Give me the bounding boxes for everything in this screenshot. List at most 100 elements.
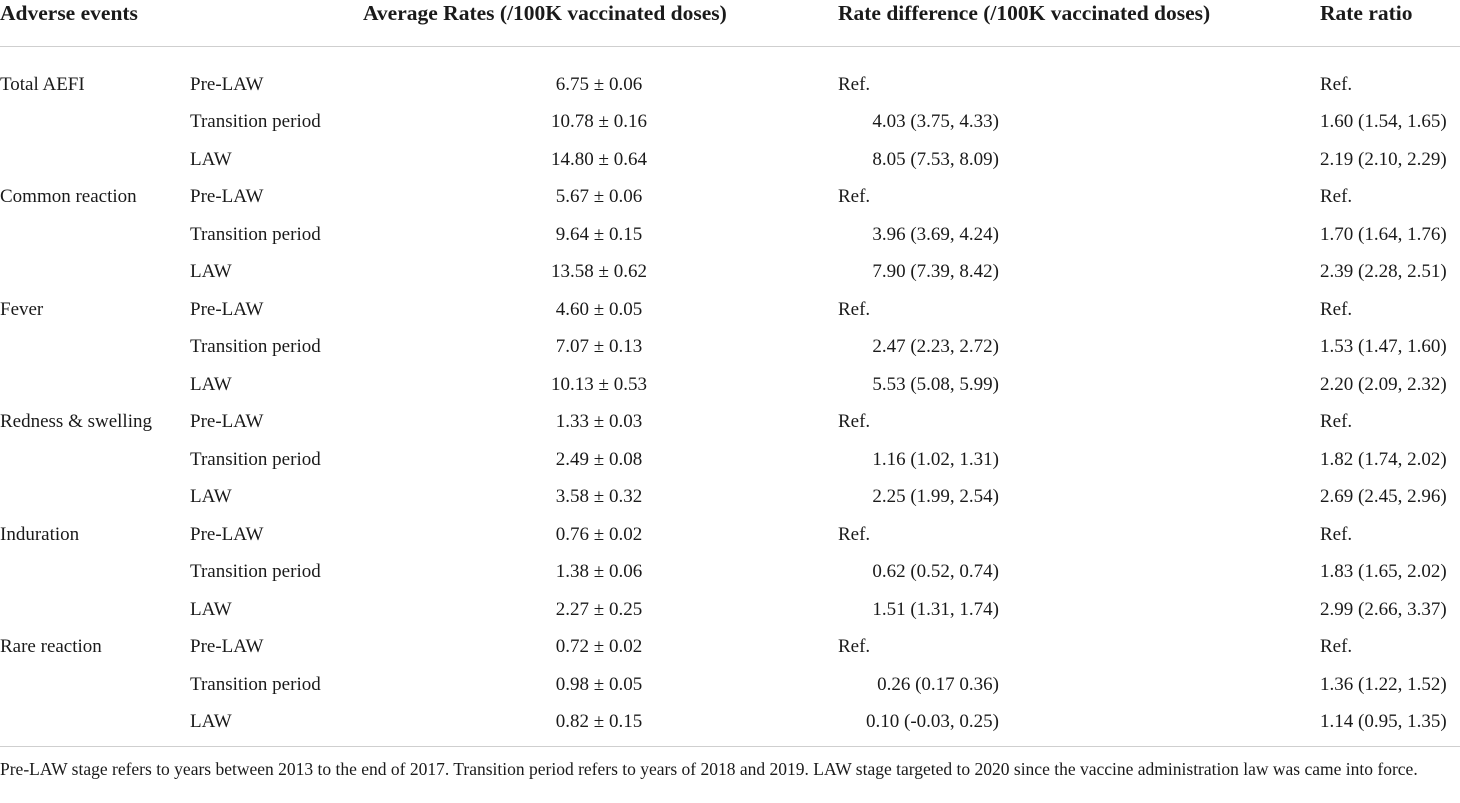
cell-stage: Pre-LAW xyxy=(190,629,360,667)
cell-average-rate-text: 2.27 ± 0.25 xyxy=(555,598,643,620)
cell-average-rate: 1.38 ± 0.06 xyxy=(360,554,838,592)
cell-rate-difference: Ref. xyxy=(838,516,1320,554)
cell-rate-ratio: Ref. xyxy=(1320,179,1460,217)
cell-rate-ratio-text: Ref. xyxy=(1320,523,1353,545)
cell-rate-ratio-text: Ref. xyxy=(1320,73,1353,95)
cell-rate-difference-text: 7.90 (7.39, 8.42) xyxy=(872,261,999,283)
cell-rate-ratio-text: 2.69 (2.45, 2.96) xyxy=(1320,486,1447,508)
cell-average-rate-text: 6.75 ± 0.06 xyxy=(555,73,643,95)
cell-rate-ratio-text: 1.83 (1.65, 2.02) xyxy=(1320,561,1447,583)
cell-average-rate: 2.27 ± 0.25 xyxy=(360,591,838,629)
cell-average-rate: 0.76 ± 0.02 xyxy=(360,516,838,554)
cell-average-rate: 0.98 ± 0.05 xyxy=(360,666,838,704)
table-row: Transition period 0.98 ± 0.05 0.26 (0.17 0… xyxy=(0,666,1460,704)
table-footnote: Pre-LAW stage refers to years between 20… xyxy=(0,759,1418,779)
cell-average-rate-text: 4.60 ± 0.05 xyxy=(555,298,643,320)
adverse-events-table: Adverse events Average Rates (/100K vacc… xyxy=(0,0,1460,732)
cell-average-rate: 13.58 ± 0.62 xyxy=(360,254,838,292)
cell-adverse-event xyxy=(0,441,190,479)
cell-stage-text: Transition period xyxy=(190,223,321,245)
cell-stage: LAW xyxy=(190,479,360,517)
cell-rate-ratio: Ref. xyxy=(1320,516,1460,554)
cell-rate-difference-text: 3.96 (3.69, 4.24) xyxy=(872,223,999,245)
cell-rate-ratio: 1.36 (1.22, 1.52) xyxy=(1320,666,1460,704)
cell-rate-difference-text: 5.53 (5.08, 5.99) xyxy=(872,373,999,395)
cell-adverse-event xyxy=(0,141,190,179)
cell-stage-text: LAW xyxy=(190,148,232,170)
cell-adverse-event: Induration xyxy=(0,516,190,554)
table-row: Transition period 1.38 ± 0.06 0.62 (0.52, … xyxy=(0,554,1460,592)
header-rate-difference: Rate difference (/100K vaccinated doses) xyxy=(838,0,1320,47)
cell-adverse-event xyxy=(0,104,190,142)
cell-stage-text: Pre-LAW xyxy=(190,73,264,95)
cell-stage-text: Transition period xyxy=(190,448,321,470)
cell-rate-difference: Ref. xyxy=(838,629,1320,667)
cell-rate-ratio: 1.70 (1.64, 1.76) xyxy=(1320,216,1460,254)
cell-rate-ratio: 1.53 (1.47, 1.60) xyxy=(1320,329,1460,367)
cell-rate-ratio-text: Ref. xyxy=(1320,186,1353,208)
cell-stage: Transition period xyxy=(190,104,360,142)
cell-rate-difference: 3.96 (3.69, 4.24) xyxy=(838,216,1320,254)
cell-rate-difference: Ref. xyxy=(838,47,1320,104)
cell-rate-ratio: Ref. xyxy=(1320,629,1460,667)
cell-adverse-event: Total AEFI xyxy=(0,47,190,104)
cell-average-rate-text: 14.80 ± 0.64 xyxy=(551,148,647,170)
cell-stage-text: Pre-LAW xyxy=(190,186,264,208)
cell-rate-ratio-text: Ref. xyxy=(1320,636,1353,658)
cell-stage-text: Pre-LAW xyxy=(190,636,264,658)
cell-rate-difference-text: Ref. xyxy=(838,523,871,545)
cell-average-rate-text: 0.98 ± 0.05 xyxy=(555,673,643,695)
cell-rate-ratio: 2.20 (2.09, 2.32) xyxy=(1320,366,1460,404)
header-adverse-events: Adverse events xyxy=(0,0,360,47)
cell-rate-ratio-text: Ref. xyxy=(1320,298,1353,320)
cell-stage: LAW xyxy=(190,254,360,292)
cell-rate-difference: 1.16 (1.02, 1.31) xyxy=(838,441,1320,479)
cell-average-rate: 4.60 ± 0.05 xyxy=(360,291,838,329)
cell-average-rate: 5.67 ± 0.06 xyxy=(360,179,838,217)
cell-average-rate-text: 7.07 ± 0.13 xyxy=(555,336,643,358)
table-row: Induration Pre-LAW 0.76 ± 0.02 Ref. Ref. xyxy=(0,516,1460,554)
table-row: LAW 13.58 ± 0.62 7.90 (7.39, 8.42) 2.39 (2.… xyxy=(0,254,1460,292)
cell-average-rate: 3.58 ± 0.32 xyxy=(360,479,838,517)
cell-rate-difference: 0.26 (0.17 0.36) xyxy=(838,666,1320,704)
table-row: LAW 14.80 ± 0.64 8.05 (7.53, 8.09) 2.19 (2.… xyxy=(0,141,1460,179)
cell-rate-difference-text: Ref. xyxy=(838,411,871,433)
cell-rate-ratio-text: 1.82 (1.74, 2.02) xyxy=(1320,448,1447,470)
table-row: Transition period 2.49 ± 0.08 1.16 (1.02, … xyxy=(0,441,1460,479)
cell-rate-difference: 0.62 (0.52, 0.74) xyxy=(838,554,1320,592)
cell-rate-difference: Ref. xyxy=(838,179,1320,217)
cell-average-rate-text: 10.13 ± 0.53 xyxy=(551,373,647,395)
cell-rate-ratio-text: 2.99 (2.66, 3.37) xyxy=(1320,598,1447,620)
table-row: Transition period 9.64 ± 0.15 3.96 (3.69, … xyxy=(0,216,1460,254)
cell-rate-difference: Ref. xyxy=(838,404,1320,442)
cell-rate-difference: 1.51 (1.31, 1.74) xyxy=(838,591,1320,629)
cell-stage: Transition period xyxy=(190,554,360,592)
cell-average-rate-text: 10.78 ± 0.16 xyxy=(551,111,647,133)
cell-rate-difference-text: 2.47 (2.23, 2.72) xyxy=(872,336,999,358)
table-row: Rare reaction Pre-LAW 0.72 ± 0.02 Ref. Ref. xyxy=(0,629,1460,667)
cell-rate-ratio: 1.82 (1.74, 2.02) xyxy=(1320,441,1460,479)
cell-average-rate-text: 0.76 ± 0.02 xyxy=(555,523,643,545)
cell-rate-difference-text: 1.16 (1.02, 1.31) xyxy=(872,448,999,470)
cell-stage-text: Transition period xyxy=(190,336,321,358)
cell-average-rate: 7.07 ± 0.13 xyxy=(360,329,838,367)
cell-stage-text: Transition period xyxy=(190,111,321,133)
cell-adverse-event xyxy=(0,554,190,592)
cell-average-rate-text: 3.58 ± 0.32 xyxy=(555,486,643,508)
cell-adverse-event-text: Redness & swelling xyxy=(0,411,152,433)
cell-adverse-event: Redness & swelling xyxy=(0,404,190,442)
cell-stage: Transition period xyxy=(190,441,360,479)
cell-rate-ratio: 2.19 (2.10, 2.29) xyxy=(1320,141,1460,179)
cell-average-rate-text: 1.38 ± 0.06 xyxy=(555,561,643,583)
cell-stage: Pre-LAW xyxy=(190,404,360,442)
cell-rate-difference-text: 1.51 (1.31, 1.74) xyxy=(872,598,999,620)
cell-rate-ratio-text: 2.39 (2.28, 2.51) xyxy=(1320,261,1447,283)
cell-stage-text: LAW xyxy=(190,261,232,283)
cell-rate-ratio-text: 2.20 (2.09, 2.32) xyxy=(1320,373,1447,395)
cell-stage: Pre-LAW xyxy=(190,516,360,554)
table-row: Fever Pre-LAW 4.60 ± 0.05 Ref. Ref. xyxy=(0,291,1460,329)
table-row: Common reaction Pre-LAW 5.67 ± 0.06 Ref. Ref… xyxy=(0,179,1460,217)
cell-rate-ratio: 2.39 (2.28, 2.51) xyxy=(1320,254,1460,292)
cell-adverse-event-text: Rare reaction xyxy=(0,636,102,658)
cell-rate-ratio: Ref. xyxy=(1320,47,1460,104)
